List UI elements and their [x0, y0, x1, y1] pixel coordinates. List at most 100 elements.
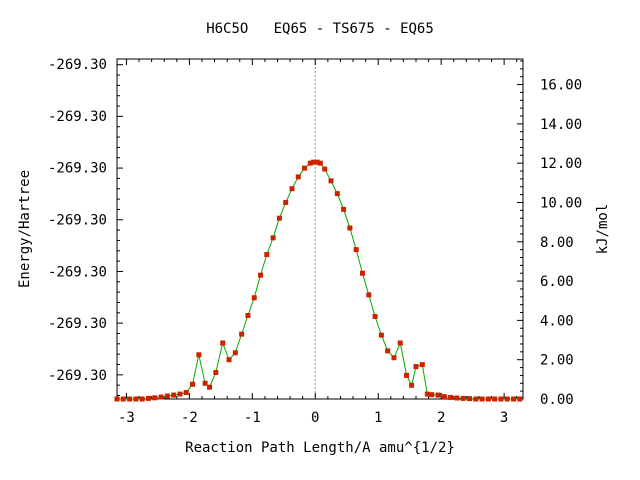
data-point [498, 396, 504, 402]
data-point [378, 332, 384, 338]
right-tick-label: 16.00 [540, 78, 582, 94]
data-point [302, 165, 308, 171]
data-point [207, 384, 213, 390]
x-axis: -3 -2 -1 0 1 2 3 [118, 59, 518, 426]
data-point [341, 206, 347, 212]
data-point [213, 369, 219, 375]
y-axis-label-right: kJ/mol [595, 204, 611, 255]
data-point [133, 396, 139, 402]
data-point [328, 178, 334, 184]
data-point [226, 357, 232, 363]
right-tick-label: 4.00 [540, 313, 574, 329]
x-tick-label: 1 [374, 410, 382, 426]
data-point [276, 215, 282, 221]
data-point [177, 391, 183, 397]
x-tick-label: 3 [500, 410, 508, 426]
data-point [158, 394, 164, 400]
data-point [353, 247, 359, 253]
data-point [171, 392, 177, 398]
plot-frame [116, 58, 524, 400]
right-axis: 0.00 2.00 4.00 6.00 8.00 10.00 12.00 14.00 16.00 [517, 60, 582, 408]
data-point [289, 186, 295, 192]
data-point [264, 252, 270, 258]
data-point [385, 348, 391, 354]
x-tick-label: 0 [311, 410, 319, 426]
data-point [270, 235, 276, 241]
left-axis: -269.30 -269.30 -269.30 -269.30 -269.30 -269.… [48, 57, 123, 397]
data-point [492, 396, 498, 402]
data-point [196, 352, 202, 358]
data-point [307, 160, 313, 166]
data-point [413, 364, 419, 370]
data-point [120, 396, 126, 402]
data-point [359, 270, 365, 276]
x-tick-label: -2 [181, 410, 198, 426]
right-tick-label: 2.00 [540, 353, 574, 369]
data-point [310, 159, 316, 165]
data-point [473, 396, 479, 402]
chart-title: H6C5O EQ65 - TS675 - EQ65 [206, 21, 434, 37]
data-point [139, 396, 145, 402]
data-point [429, 392, 435, 398]
data-point [485, 396, 491, 402]
x-axis-label: Reaction Path Length/A amu^{1/2} [185, 440, 455, 456]
data-point [114, 396, 120, 402]
data-point [366, 292, 372, 298]
data-point [295, 174, 301, 180]
data-point [517, 396, 523, 402]
data-point [239, 331, 245, 337]
energy-profile-points [114, 159, 523, 402]
data-point [347, 225, 353, 231]
data-point [372, 313, 378, 319]
data-point [397, 340, 403, 346]
data-point [245, 312, 251, 318]
right-tick-label: 14.00 [540, 117, 582, 133]
data-point [424, 391, 430, 397]
data-point [152, 395, 158, 401]
data-point [391, 355, 397, 361]
y-axis-label-left: Energy/Hartree [17, 170, 33, 288]
right-tick-label: 6.00 [540, 274, 574, 290]
data-point [258, 272, 264, 278]
data-point [202, 380, 208, 386]
data-point [404, 372, 410, 378]
left-tick-label: -269.30 [48, 109, 107, 125]
data-point [317, 160, 323, 166]
data-point [283, 199, 289, 205]
right-tick-label: 10.00 [540, 195, 582, 211]
data-point [127, 396, 133, 402]
right-tick-label: 0.00 [540, 392, 574, 408]
left-tick-label: -269.30 [48, 57, 107, 73]
x-tick-label: 2 [437, 410, 445, 426]
left-tick-label: -269.30 [48, 368, 107, 384]
right-tick-label: 12.00 [540, 156, 582, 172]
data-point [448, 394, 454, 400]
data-point [419, 362, 425, 368]
data-point [466, 396, 472, 402]
data-point [479, 396, 485, 402]
data-point [322, 166, 328, 172]
x-tick-label: -1 [244, 410, 261, 426]
left-tick-label: -269.30 [48, 316, 107, 332]
data-point [190, 381, 196, 387]
data-point [232, 350, 238, 356]
energy-profile-line [117, 161, 520, 400]
data-point [460, 395, 466, 401]
data-point [409, 382, 415, 388]
data-point [220, 340, 226, 346]
data-point [314, 159, 320, 165]
data-point [145, 395, 151, 401]
data-point [164, 393, 170, 399]
data-point [334, 191, 340, 197]
data-point [183, 390, 189, 396]
left-tick-label: -269.30 [48, 161, 107, 177]
data-point [511, 396, 517, 402]
data-point [441, 394, 447, 400]
data-point [435, 392, 441, 398]
x-tick-label: -3 [118, 410, 135, 426]
left-tick-label: -269.30 [48, 213, 107, 229]
data-point [504, 396, 510, 402]
data-point [454, 395, 460, 401]
data-point [251, 295, 257, 301]
